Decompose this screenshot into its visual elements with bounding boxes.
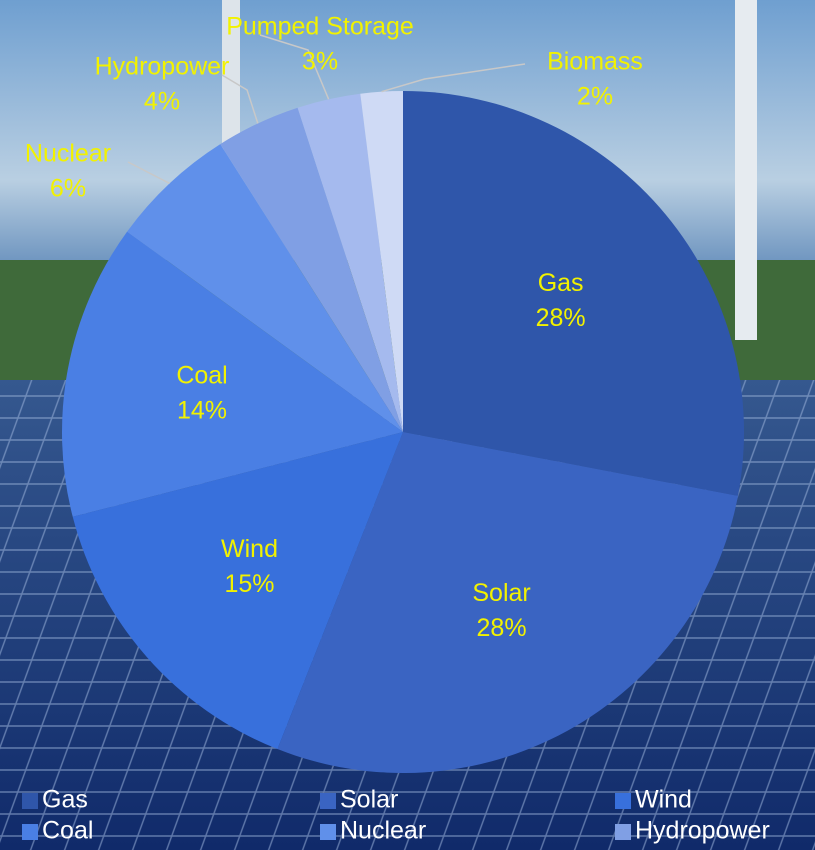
legend-swatch [22,793,38,809]
leader-line [222,75,258,123]
legend-label: Coal [42,817,93,845]
page: {"chart_data": {"type": "pie", "categori… [0,0,815,850]
data-label: 15% [225,570,275,598]
leader-line [128,162,170,183]
data-label-name: Solar [472,579,530,607]
data-label: 28% [477,614,527,642]
data-label: 4% [144,88,180,116]
data-label: 28% [536,304,586,332]
data-label-name: Pumped Storage [226,13,414,41]
chart: Gas 28% Solar 28% Wind 15% Coal 14% Nuclear 6% Hyd… [0,0,815,850]
data-label-name: Biomass [547,48,643,76]
data-label-name: Hydropower [95,53,230,81]
legend-label: Hydropower [635,817,770,845]
data-label-name: Nuclear [25,140,111,168]
data-label-name: Coal [176,361,227,389]
legend-label: Solar [340,786,398,814]
legend-swatch [615,793,631,809]
leader-line [382,64,525,92]
legend-swatch [320,824,336,840]
data-label: 14% [177,396,227,424]
legend-label: Nuclear [340,817,426,845]
legend-label: Wind [635,786,692,814]
data-label: 6% [50,175,86,203]
legend-label: Gas [42,786,88,814]
data-label-name: Wind [221,535,278,563]
legend-swatch [615,824,631,840]
data-label: 3% [302,48,338,76]
legend-swatch [22,824,38,840]
data-label: 2% [577,83,613,111]
data-label-name: Gas [538,269,584,297]
legend-swatch [320,793,336,809]
